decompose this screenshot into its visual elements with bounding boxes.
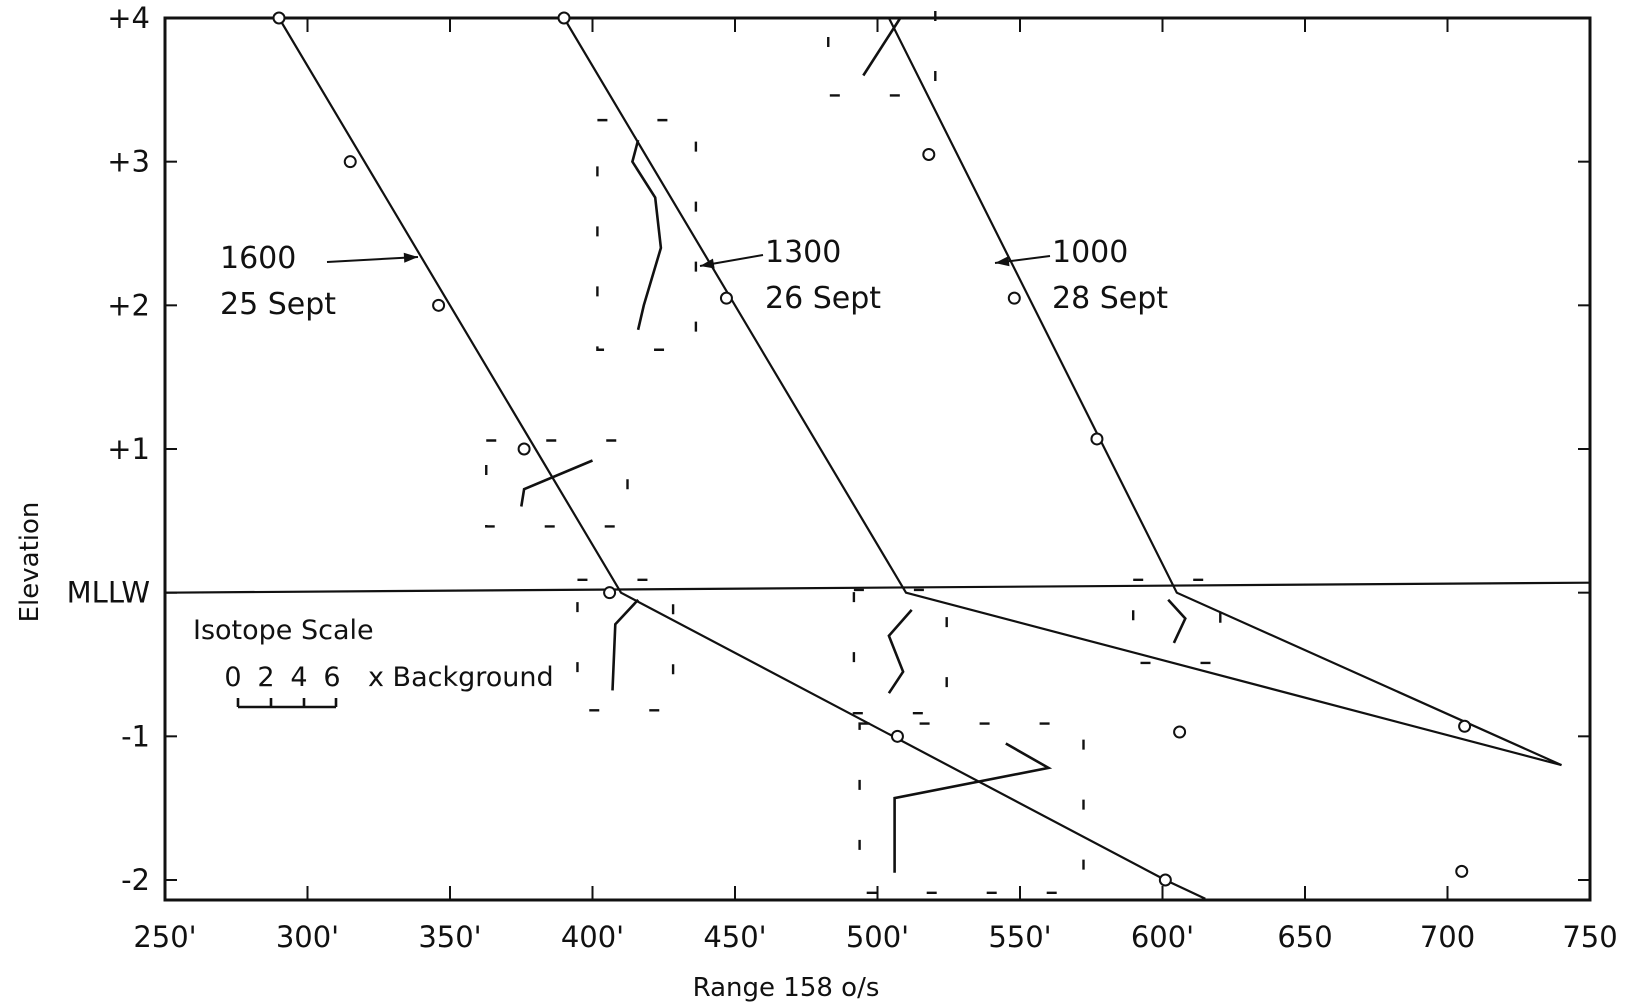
isotope-scale-bar xyxy=(236,698,338,709)
dashed-box xyxy=(596,118,698,351)
data-point xyxy=(1090,432,1104,446)
y-tick-label: +3 xyxy=(107,145,150,179)
x-tick-label: 400' xyxy=(561,920,624,954)
y-tick-label: +1 xyxy=(107,432,150,466)
x-tick-label: 700 xyxy=(1420,920,1475,954)
isotope-scale-title: Isotope Scale xyxy=(193,615,374,646)
data-point xyxy=(432,298,446,312)
x-tick-label: 600' xyxy=(1131,920,1194,954)
isotope-profile xyxy=(1167,598,1187,644)
dashed-box xyxy=(485,439,629,528)
series-lines xyxy=(278,17,1562,900)
y-tick-label: MLLW xyxy=(67,576,150,610)
data-points xyxy=(272,11,1472,887)
series-line xyxy=(887,17,1562,767)
isotope-profile xyxy=(862,17,902,77)
series-label-time: 1300 xyxy=(765,235,841,270)
isotope-scale-mark-0: 0 xyxy=(224,662,241,693)
data-point xyxy=(1007,291,1021,305)
dashed-box xyxy=(827,0,937,97)
y-tick-label: -1 xyxy=(121,719,150,753)
dashed-boxes xyxy=(485,0,1222,895)
series-label-date: 26 Sept xyxy=(765,281,881,316)
isotope-profile xyxy=(630,139,663,331)
y-ticks: +4 +3 +2 +1 MLLW -1 -2 xyxy=(67,1,1590,897)
series-line xyxy=(278,17,1206,900)
series-label-date: 25 Sept xyxy=(220,287,336,322)
y-axis-title: Elevation xyxy=(15,502,45,623)
isotope-scale-mark-2: 2 xyxy=(257,662,274,693)
isotope-scale: Isotope Scale 0 2 4 6 x Background xyxy=(193,615,554,709)
data-point xyxy=(719,291,733,305)
plot-frame xyxy=(163,16,1592,902)
series-label-arrowhead xyxy=(700,258,715,269)
isotope-scale-mark-6: 6 xyxy=(323,662,340,693)
series-labels: 1600 25 Sept 1300 26 Sept 1000 28 Sept xyxy=(220,235,1168,322)
dashed-box xyxy=(1131,578,1222,665)
y-tick-label: +2 xyxy=(107,288,150,322)
dashed-box xyxy=(852,588,948,715)
mllw-line xyxy=(164,581,1591,594)
isotope-scale-suffix: x Background xyxy=(368,662,554,693)
data-point xyxy=(603,586,617,600)
x-tick-label: 450' xyxy=(703,920,766,954)
data-point xyxy=(1158,873,1172,887)
isotope-profiles xyxy=(520,17,1187,873)
series-line xyxy=(563,17,1562,767)
series-label-time: 1600 xyxy=(220,241,296,276)
data-point xyxy=(557,11,571,25)
isotope-profile xyxy=(893,742,1053,873)
isotope-profile xyxy=(887,609,913,694)
x-tick-label: 350' xyxy=(418,920,481,954)
series-label-arrowhead xyxy=(403,252,418,263)
dashed-box xyxy=(858,722,1085,895)
data-point xyxy=(1455,864,1469,878)
series-label-arrowhead xyxy=(995,256,1010,267)
data-point xyxy=(890,729,904,743)
x-tick-label: 300' xyxy=(276,920,339,954)
data-point xyxy=(1458,719,1472,733)
y-tick-label: +4 xyxy=(107,1,150,35)
y-tick-label: -2 xyxy=(121,863,150,897)
isotope-profile xyxy=(520,459,594,507)
series-label-time: 1000 xyxy=(1052,235,1128,270)
x-tick-label: 500' xyxy=(846,920,909,954)
x-ticks: 250' 300' 350' 400' 450' 500' 550' 600' 650 700 75… xyxy=(133,18,1618,954)
isotope-profile xyxy=(611,598,640,691)
data-point xyxy=(517,442,531,456)
x-tick-label: 550' xyxy=(988,920,1051,954)
data-point xyxy=(343,155,357,169)
data-point xyxy=(922,147,936,161)
x-tick-label: 650 xyxy=(1277,920,1332,954)
data-point xyxy=(1173,725,1187,739)
series-label-date: 28 Sept xyxy=(1052,281,1168,316)
data-point xyxy=(272,11,286,25)
isotope-scale-mark-4: 4 xyxy=(290,662,307,693)
x-tick-label: 250' xyxy=(133,920,196,954)
x-axis-title: Range 158 o/s xyxy=(693,973,880,1003)
dashed-box xyxy=(576,578,675,712)
series-label-arrow xyxy=(326,256,419,263)
x-tick-label: 750 xyxy=(1562,920,1617,954)
